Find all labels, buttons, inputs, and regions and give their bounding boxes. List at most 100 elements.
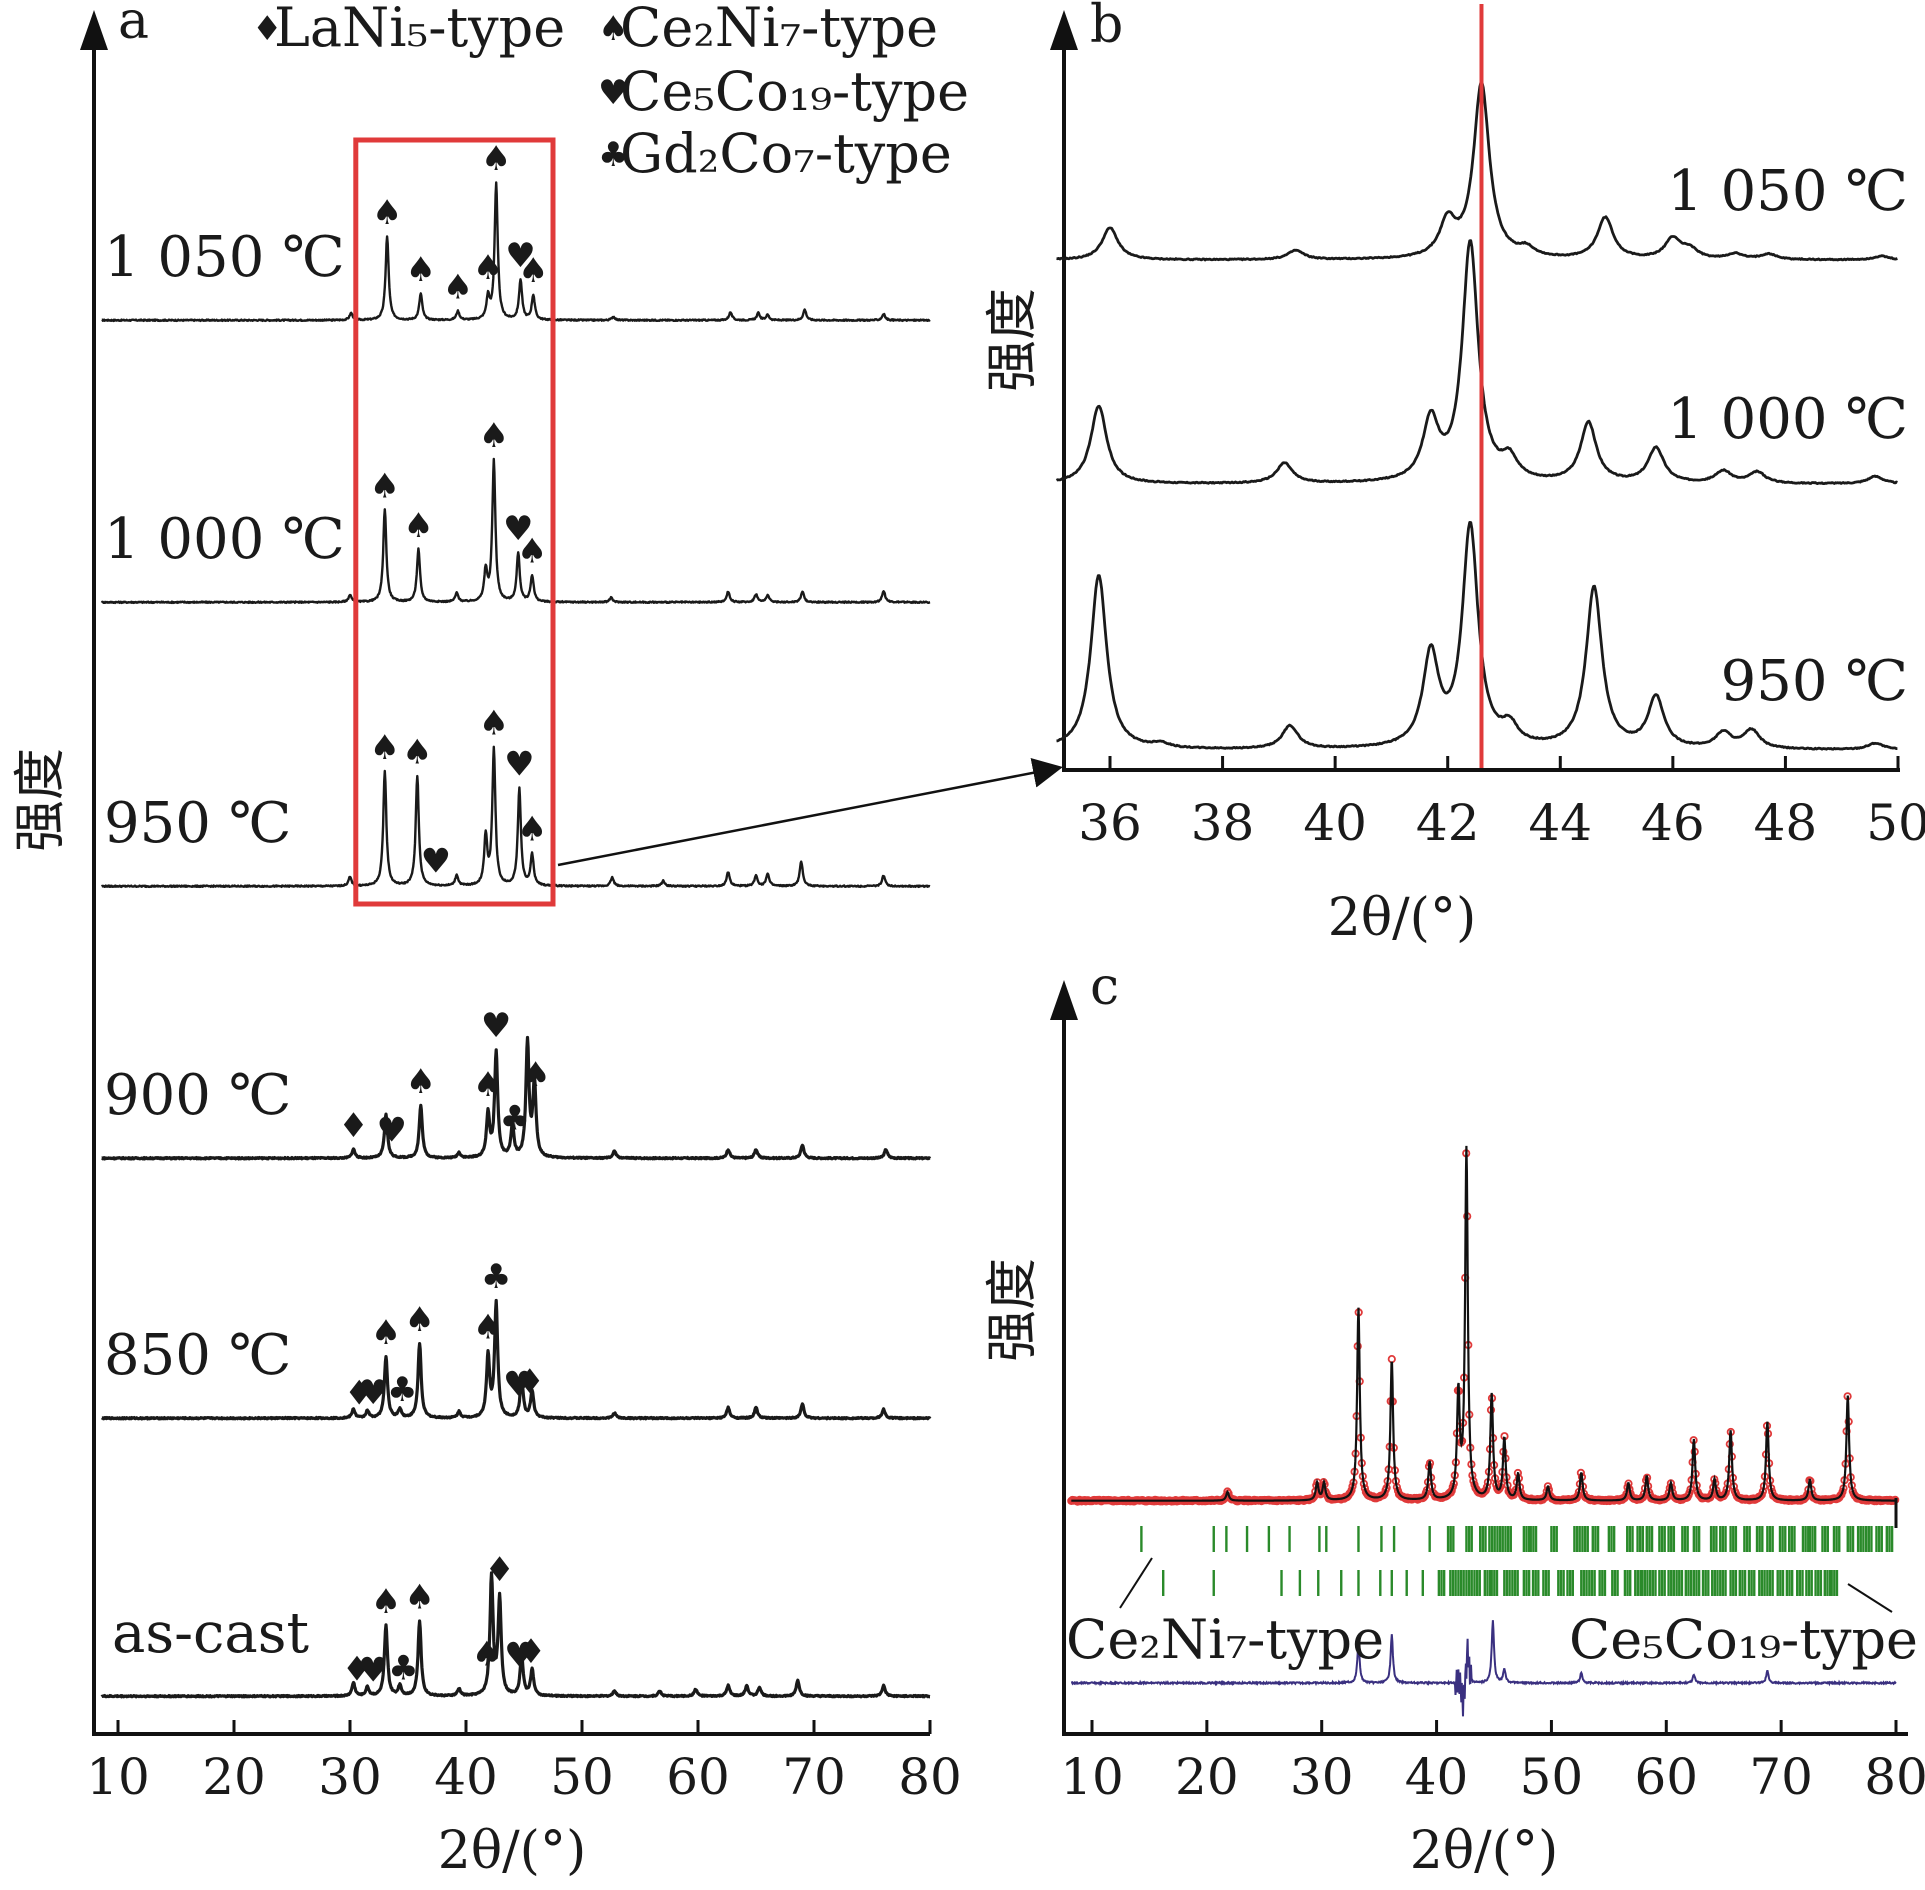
panel-a-series-label: as-cast (112, 1601, 310, 1666)
panel-a-tick-label: 20 (202, 1748, 266, 1806)
panel-a-peak-marker: ♠ (371, 1313, 401, 1353)
panel-a-ticks: 10 20 30 40 50 60 70 80 (86, 1720, 962, 1806)
panel-b-trace (1056, 81, 1898, 262)
panel-a-series-label: 1 050 ℃ (104, 225, 345, 290)
panel-a-peak-marker: ♥ (481, 1006, 511, 1046)
panel-a-peak-marker: ♣ (388, 1649, 418, 1689)
panel-a-peak-marker: ♣ (387, 1370, 417, 1410)
panel-a-highlight-box (353, 137, 556, 907)
panel-c-tick-label: 70 (1749, 1748, 1813, 1806)
panel-b-tick-label: 42 (1416, 794, 1480, 852)
panel-b-traces: 1 050 ℃ 1 000 ℃ 950 ℃ (1055, 81, 1908, 751)
panel-b-ticks: 36 38 40 42 44 46 48 50 (1078, 756, 1925, 852)
panel-b-series-label: 950 ℃ (1721, 649, 1908, 714)
panel-a-peak-marker: ♦ (344, 1373, 374, 1413)
panel-a-peak-marker: ♦ (342, 1649, 372, 1689)
panel-b-y-axis-label: 强度 (983, 288, 1043, 392)
panel-c-tick-label: 10 (1060, 1748, 1124, 1806)
panel-a-peak-marker: ♠ (473, 1065, 503, 1105)
panel-a-peak-marker: ♠ (473, 248, 503, 288)
panel-b-tick-label: 38 (1191, 794, 1255, 852)
panel-a-peak-marker: ♥ (503, 509, 533, 549)
panel-a-tick-label: 10 (86, 1748, 150, 1806)
panel-b-tick-label: 40 (1303, 794, 1367, 852)
panel-c-x-axis-label: 2θ/(°) (1410, 1821, 1558, 1881)
panel-a-trace (100, 457, 931, 605)
panel-c-plot (1067, 1145, 1900, 1717)
panel-a-peak-marker: ♠ (370, 728, 400, 768)
panel-a-y-arrow-icon (80, 10, 108, 50)
legend-label-lani5: LaNi₅-type (274, 0, 565, 59)
panel-a-peak-marker: ♥ (505, 236, 535, 276)
panel-b-tick-label: 48 (1754, 794, 1818, 852)
panel-b-y-arrow-icon (1050, 10, 1078, 50)
panel-a-trace (100, 745, 931, 889)
panel-a-peak-marker: ♠ (404, 1300, 434, 1340)
panel-a-peak-marker: ♥ (358, 1650, 388, 1690)
panel-a-peak-marker: ♠ (472, 1634, 502, 1674)
panel-c-tick-label: 50 (1520, 1748, 1584, 1806)
panel-b: b 强度 2θ/(°) 36 38 40 42 44 46 48 50 1 050 ℃ 1 00… (983, 0, 1925, 948)
panel-a-tick-label: 80 (898, 1748, 962, 1806)
panel-a-peak-marker: ♠ (372, 193, 402, 233)
panel-c-observed-point (1387, 1355, 1396, 1364)
ce2ni7-reflection-label: Ce₂Ni₇-type (1066, 1608, 1384, 1671)
panel-a-peak-marker: ♠ (406, 250, 436, 290)
panel-a-label: a (118, 0, 149, 51)
panel-a-peak-marker: ♦ (515, 1362, 545, 1402)
panel-a-y-axis-label: 强度 (11, 748, 71, 852)
panel-a-peak-marker: ♥ (504, 745, 534, 785)
panel-b-tick-label: 46 (1641, 794, 1705, 852)
panel-c-tick-label: 30 (1290, 1748, 1354, 1806)
panel-c-tick-label: 80 (1864, 1748, 1925, 1806)
panel-a-peak-marker: ♠ (406, 1062, 436, 1102)
panel-a-peak-marker: ♠ (404, 1578, 434, 1618)
panel-a: a 强度 2θ/(°) 10 20 30 40 50 60 70 80 1 050 ℃♠♠ ♠ ♠… (11, 0, 1063, 1881)
panel-a-peak-marker: ♠ (517, 531, 547, 571)
zoom-arrow (557, 758, 1063, 867)
panel-a-peak-marker: ♥ (503, 1365, 533, 1405)
panel-a-peak-marker: ♦ (484, 1550, 514, 1590)
panel-a-peak-marker: ♦ (338, 1106, 368, 1146)
panel-a-tick-label: 70 (782, 1748, 846, 1806)
panel-b-tick-label: 50 (1866, 794, 1925, 852)
legend-label-ce2ni7: Ce₂Ni₇-type (620, 0, 938, 59)
panel-b-trace (1056, 521, 1898, 751)
legend-symbol-ce2ni7: ♠ (598, 9, 628, 49)
panel-b-series-label: 1 050 ℃ (1667, 159, 1908, 224)
panel-a-tick-label: 30 (318, 1748, 382, 1806)
panel-a-series-label: 1 000 ℃ (104, 507, 345, 572)
panel-a-peak-marker: ♥ (421, 841, 451, 881)
panel-a-peak-marker: ♠ (403, 506, 433, 546)
panel-a-peak-marker: ♠ (517, 810, 547, 850)
legend-symbol-lani5: ♦ (252, 9, 282, 49)
panel-a-trace (100, 1571, 931, 1699)
panel-a-peak-marker: ♣ (499, 1099, 529, 1139)
panel-a-series-label: 950 ℃ (104, 791, 291, 856)
panel-b-tick-label: 44 (1528, 794, 1592, 852)
panel-a-tick-label: 50 (550, 1748, 614, 1806)
panel-b-tick-label: 36 (1078, 794, 1142, 852)
panel-c-calculated-line (1071, 1145, 1896, 1502)
panel-c-y-arrow-icon (1050, 980, 1078, 1020)
panel-c-ticks: 10 20 30 40 50 60 70 80 (1060, 1720, 1925, 1806)
panel-a-peak-marker: ♣ (481, 1257, 511, 1297)
legend-label-ce5co19: Ce₅Co₁₉-type (620, 60, 969, 123)
ce5co19-leader-line (1847, 1583, 1893, 1613)
panel-b-trace (1055, 239, 1898, 485)
panel-a-peak-marker: ♠ (473, 1307, 503, 1347)
panel-a-trace (101, 181, 931, 323)
panel-c-difference-curve (1070, 1620, 1897, 1717)
panel-a-tick-label: 60 (666, 1748, 730, 1806)
panel-a-peak-marker: ♠ (443, 268, 473, 308)
panel-a-peak-marker: ♠ (479, 416, 509, 456)
panel-c-tick-label: 60 (1634, 1748, 1698, 1806)
legend-symbol-ce5co19: ♥ (598, 73, 628, 113)
panel-a-peak-marker: ♠ (370, 466, 400, 506)
ce5co19-reflection-label: Ce₅Co₁₉-type (1569, 1608, 1918, 1671)
panel-a-trace (100, 1035, 932, 1161)
panel-a-tick-label: 40 (434, 1748, 498, 1806)
panel-c: c 强度 2θ/(°) 10 20 30 40 50 60 70 80 Ce₂Ni₇-type… (983, 957, 1925, 1881)
panel-a-peak-marker: ♠ (481, 139, 511, 179)
